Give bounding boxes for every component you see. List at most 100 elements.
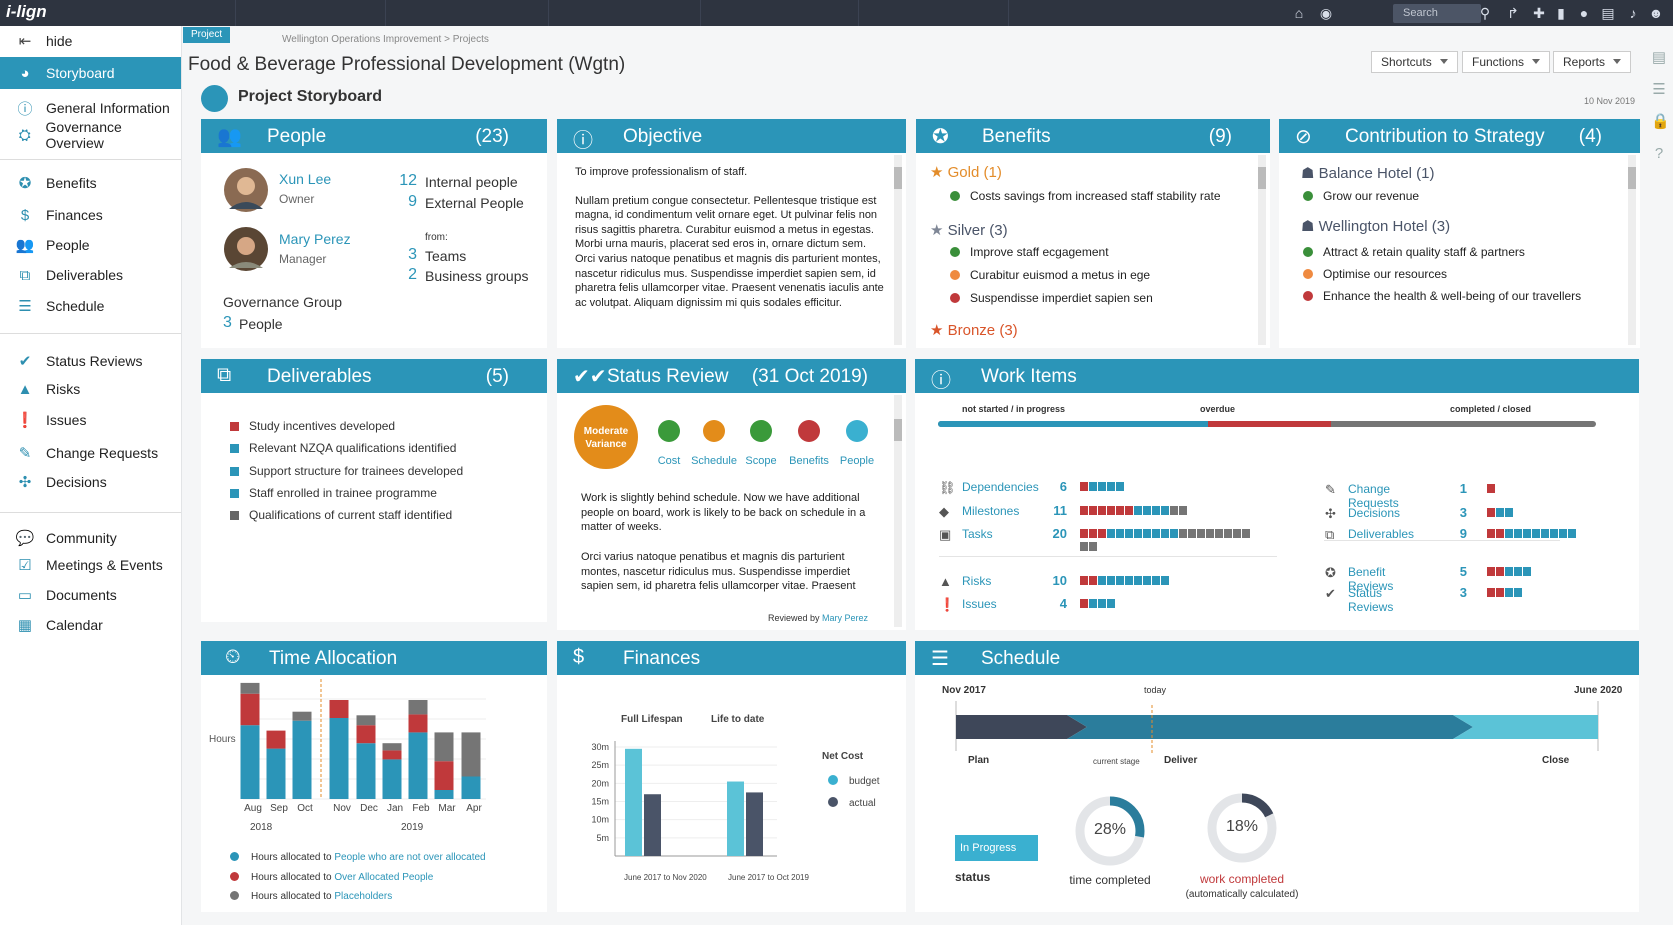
- work-item-count[interactable]: 3: [1459, 505, 1467, 520]
- legend-item[interactable]: budget: [828, 775, 880, 787]
- bar-segment[interactable]: [356, 715, 376, 726]
- home-icon[interactable]: ⌂: [1294, 5, 1304, 21]
- functions-dropdown[interactable]: Functions: [1462, 51, 1551, 73]
- strategy-item[interactable]: Enhance the health & well-being of our t…: [1303, 289, 1581, 303]
- work-item-link[interactable]: Tasks: [962, 527, 993, 541]
- bar-segment[interactable]: [461, 732, 481, 777]
- scrollbar-thumb[interactable]: [1628, 167, 1636, 189]
- bar-segment[interactable]: [408, 700, 428, 715]
- deliverable-item[interactable]: Staff enrolled in trainee programme: [230, 486, 437, 500]
- scrollbar-thumb[interactable]: [894, 167, 902, 189]
- bar-segment[interactable]: [382, 743, 402, 751]
- reports-dropdown[interactable]: Reports: [1553, 51, 1632, 73]
- legend-link[interactable]: Over Allocated People: [334, 872, 434, 883]
- stage-close[interactable]: [1453, 715, 1598, 739]
- list-icon[interactable]: ☰: [1652, 81, 1666, 98]
- sidebar-item-governance-overview[interactable]: ⛭ Governance Overview: [0, 119, 181, 151]
- cost-indicator[interactable]: [658, 420, 680, 442]
- finance-bar[interactable]: [625, 748, 642, 856]
- scrollbar[interactable]: [1258, 155, 1266, 345]
- legend-item[interactable]: Hours allocated to People who are not ov…: [230, 852, 486, 863]
- panel-header[interactable]: ⓘ Objective: [557, 119, 906, 153]
- stat-number[interactable]: 9: [408, 193, 417, 210]
- reviewer-link[interactable]: Mary Perez: [822, 613, 869, 623]
- work-item-link[interactable]: Issues: [962, 597, 997, 611]
- work-item-count[interactable]: 1: [1459, 481, 1467, 496]
- strategy-item[interactable]: Grow our revenue: [1303, 189, 1419, 203]
- avatar[interactable]: [223, 226, 269, 272]
- sidebar-item-risks[interactable]: ▲ Risks: [0, 376, 181, 402]
- sidebar-item-decisions[interactable]: ✣ Decisions: [0, 469, 181, 495]
- stat-number[interactable]: 2: [408, 266, 417, 283]
- bar-segment[interactable]: [240, 682, 260, 694]
- bookmark-icon[interactable]: ▮: [1557, 5, 1565, 21]
- work-item-link[interactable]: Decisions: [1348, 506, 1401, 520]
- bar-segment[interactable]: [292, 720, 312, 799]
- stage-deliver[interactable]: [1067, 715, 1473, 739]
- bar-segment[interactable]: [434, 790, 454, 799]
- panel-header[interactable]: 👥 People (23): [201, 119, 547, 153]
- work-item-count[interactable]: 9: [1459, 526, 1467, 541]
- variance-badge[interactable]: Moderate Variance: [574, 405, 638, 469]
- scope-indicator[interactable]: [750, 420, 772, 442]
- strategy-item[interactable]: Optimise our resources: [1303, 267, 1447, 281]
- add-icon[interactable]: ✚: [1533, 5, 1545, 21]
- finance-bar[interactable]: [644, 794, 661, 856]
- benefit-tier-silver[interactable]: ★ Silver (3): [930, 221, 1008, 239]
- work-item-count[interactable]: 4: [1059, 596, 1067, 611]
- avatar[interactable]: [223, 167, 269, 213]
- work-item-link[interactable]: Change Requests: [1348, 482, 1399, 510]
- bar-segment[interactable]: [240, 725, 260, 799]
- sidebar-item-status-reviews[interactable]: ✔ Status Reviews: [0, 348, 181, 374]
- scrollbar-thumb[interactable]: [894, 419, 902, 441]
- benefit-tier-bronze[interactable]: ★ Bronze (3): [930, 321, 1018, 339]
- sidebar-item-community[interactable]: 💬 Community: [0, 525, 181, 551]
- time-allocation-chart[interactable]: [201, 675, 547, 805]
- bar-segment[interactable]: [382, 750, 402, 760]
- legend-item[interactable]: actual: [828, 797, 876, 809]
- sidebar-item-benefits[interactable]: ✪ Benefits: [0, 170, 181, 196]
- scrollbar[interactable]: [894, 155, 902, 345]
- bar-segment[interactable]: [292, 711, 312, 721]
- person-name-link[interactable]: Xun Lee: [279, 171, 332, 187]
- sidebar-item-finances[interactable]: $ Finances: [0, 202, 181, 228]
- sidebar-item-schedule[interactable]: ☰ Schedule: [0, 293, 181, 319]
- legend-item[interactable]: Hours allocated to Over Allocated People: [230, 872, 433, 883]
- stat-number[interactable]: 12: [399, 172, 417, 189]
- bell-icon[interactable]: ♪: [1629, 5, 1637, 21]
- sidebar-item-deliverables[interactable]: ⧉ Deliverables: [0, 262, 181, 288]
- stat-number[interactable]: 3: [408, 246, 417, 263]
- bar-segment[interactable]: [266, 748, 286, 799]
- bar-segment[interactable]: [382, 759, 402, 799]
- benefit-tier-gold[interactable]: ★ Gold (1): [930, 163, 1002, 181]
- search-input[interactable]: Search: [1393, 4, 1481, 23]
- bar-segment[interactable]: [461, 776, 481, 800]
- strategy-group[interactable]: ☗ Wellington Hotel (3): [1301, 217, 1450, 235]
- finance-bar[interactable]: [727, 781, 744, 856]
- finance-bar[interactable]: [746, 792, 763, 856]
- bar-segment[interactable]: [329, 718, 349, 799]
- work-item-link[interactable]: Benefit Reviews: [1348, 565, 1394, 593]
- work-item-link[interactable]: Deliverables: [1348, 527, 1415, 541]
- bar-segment[interactable]: [434, 761, 454, 790]
- work-item-count[interactable]: 6: [1059, 479, 1067, 494]
- schedule-timeline[interactable]: [955, 697, 1605, 757]
- help-icon[interactable]: ?: [1654, 145, 1664, 162]
- sidebar-item-meetings-events[interactable]: ☑ Meetings & Events: [0, 552, 181, 578]
- deliverable-item[interactable]: Study incentives developed: [230, 419, 395, 433]
- work-completed-donut[interactable]: [1205, 791, 1279, 865]
- work-item-link[interactable]: Risks: [962, 574, 992, 588]
- breadcrumb[interactable]: Wellington Operations Improvement > Proj…: [282, 34, 489, 45]
- lock-icon[interactable]: 🔒: [1651, 113, 1670, 130]
- sidebar-item-documents[interactable]: ▭ Documents: [0, 582, 181, 608]
- sidebar-item-storyboard[interactable]: ◕ Storyboard: [0, 57, 181, 89]
- bar-segment[interactable]: [408, 714, 428, 733]
- people-indicator[interactable]: [846, 420, 868, 442]
- user-icon[interactable]: ☻: [1648, 5, 1664, 21]
- bar-segment[interactable]: [408, 732, 428, 799]
- sidebar-hide[interactable]: ⇤ hide: [0, 28, 181, 54]
- document-icon[interactable]: ▤: [1601, 5, 1615, 21]
- benefit-item[interactable]: Curabitur euismod a metus in ege: [950, 268, 1150, 282]
- work-item-link[interactable]: Milestones: [962, 504, 1020, 518]
- person-name-link[interactable]: Mary Perez: [279, 231, 351, 247]
